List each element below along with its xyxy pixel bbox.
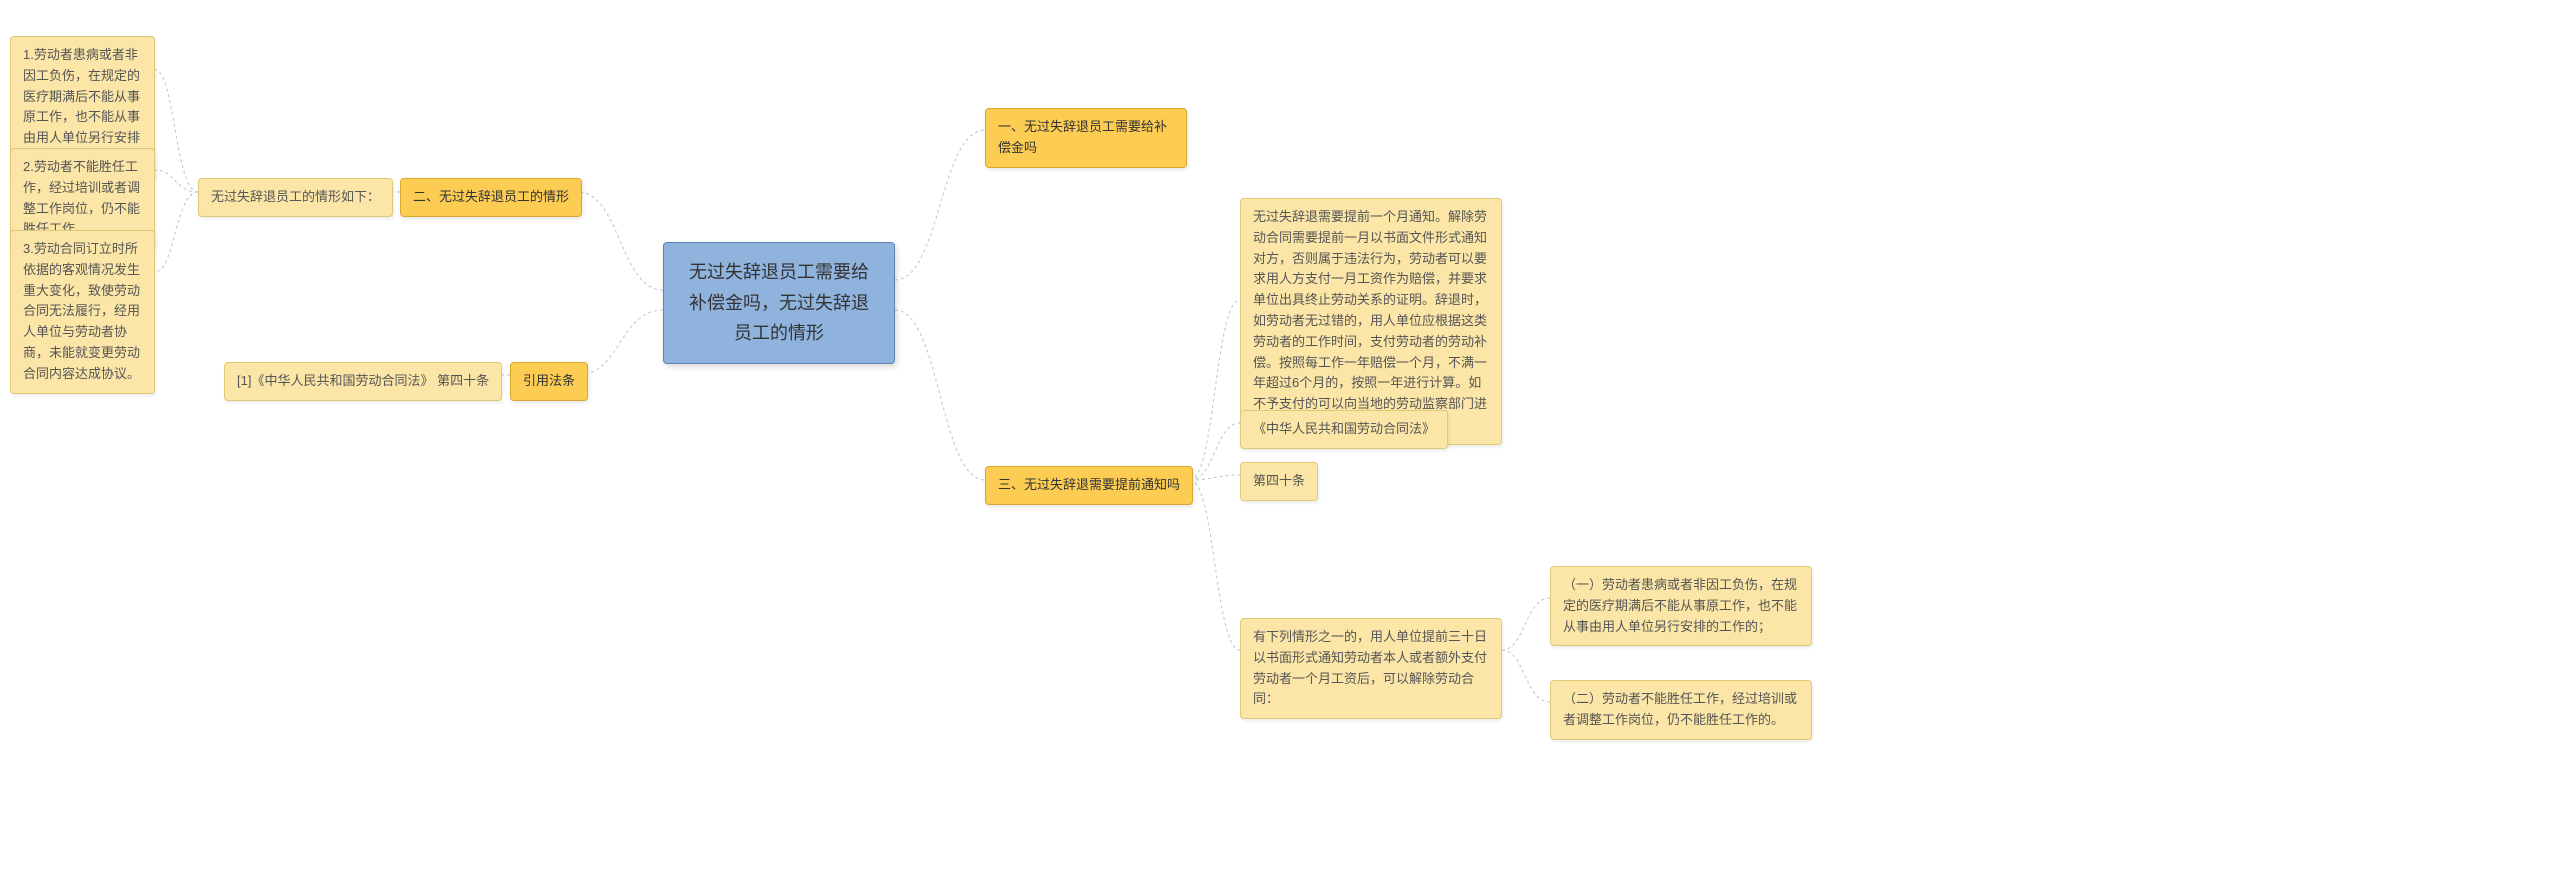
leaf-situation-3: 3.劳动合同订立时所依据的客观情况发生重大变化，致使劳动合同无法履行，经用人单位… — [10, 230, 155, 394]
leaf-notice-detail: 无过失辞退需要提前一个月通知。解除劳动合同需要提前一月以书面文件形式通知对方，否… — [1240, 198, 1502, 445]
branch-right-compensation[interactable]: 一、无过失辞退员工需要给补偿金吗 — [985, 108, 1187, 168]
sub-situations-intro: 无过失辞退员工的情形如下： — [198, 178, 393, 217]
leaf-condition-1: （一）劳动者患病或者非因工负伤，在规定的医疗期满后不能从事原工作，也不能从事由用… — [1550, 566, 1812, 646]
leaf-conditions-intro: 有下列情形之一的，用人单位提前三十日以书面形式通知劳动者本人或者额外支付劳动者一… — [1240, 618, 1502, 719]
leaf-law-name: 《中华人民共和国劳动合同法》 — [1240, 410, 1448, 449]
mindmap-canvas: 无过失辞退员工需要给补偿金吗，无过失辞退员工的情形 二、无过失辞退员工的情形 无… — [0, 0, 2560, 881]
leaf-law-ref: [1]《中华人民共和国劳动合同法》 第四十条 — [224, 362, 502, 401]
leaf-article-40: 第四十条 — [1240, 462, 1318, 501]
branch-right-notice[interactable]: 三、无过失辞退需要提前通知吗 — [985, 466, 1193, 505]
root-node[interactable]: 无过失辞退员工需要给补偿金吗，无过失辞退员工的情形 — [663, 242, 895, 364]
branch-left-situations[interactable]: 二、无过失辞退员工的情形 — [400, 178, 582, 217]
branch-left-law[interactable]: 引用法条 — [510, 362, 588, 401]
leaf-condition-2: （二）劳动者不能胜任工作，经过培训或者调整工作岗位，仍不能胜任工作的。 — [1550, 680, 1812, 740]
